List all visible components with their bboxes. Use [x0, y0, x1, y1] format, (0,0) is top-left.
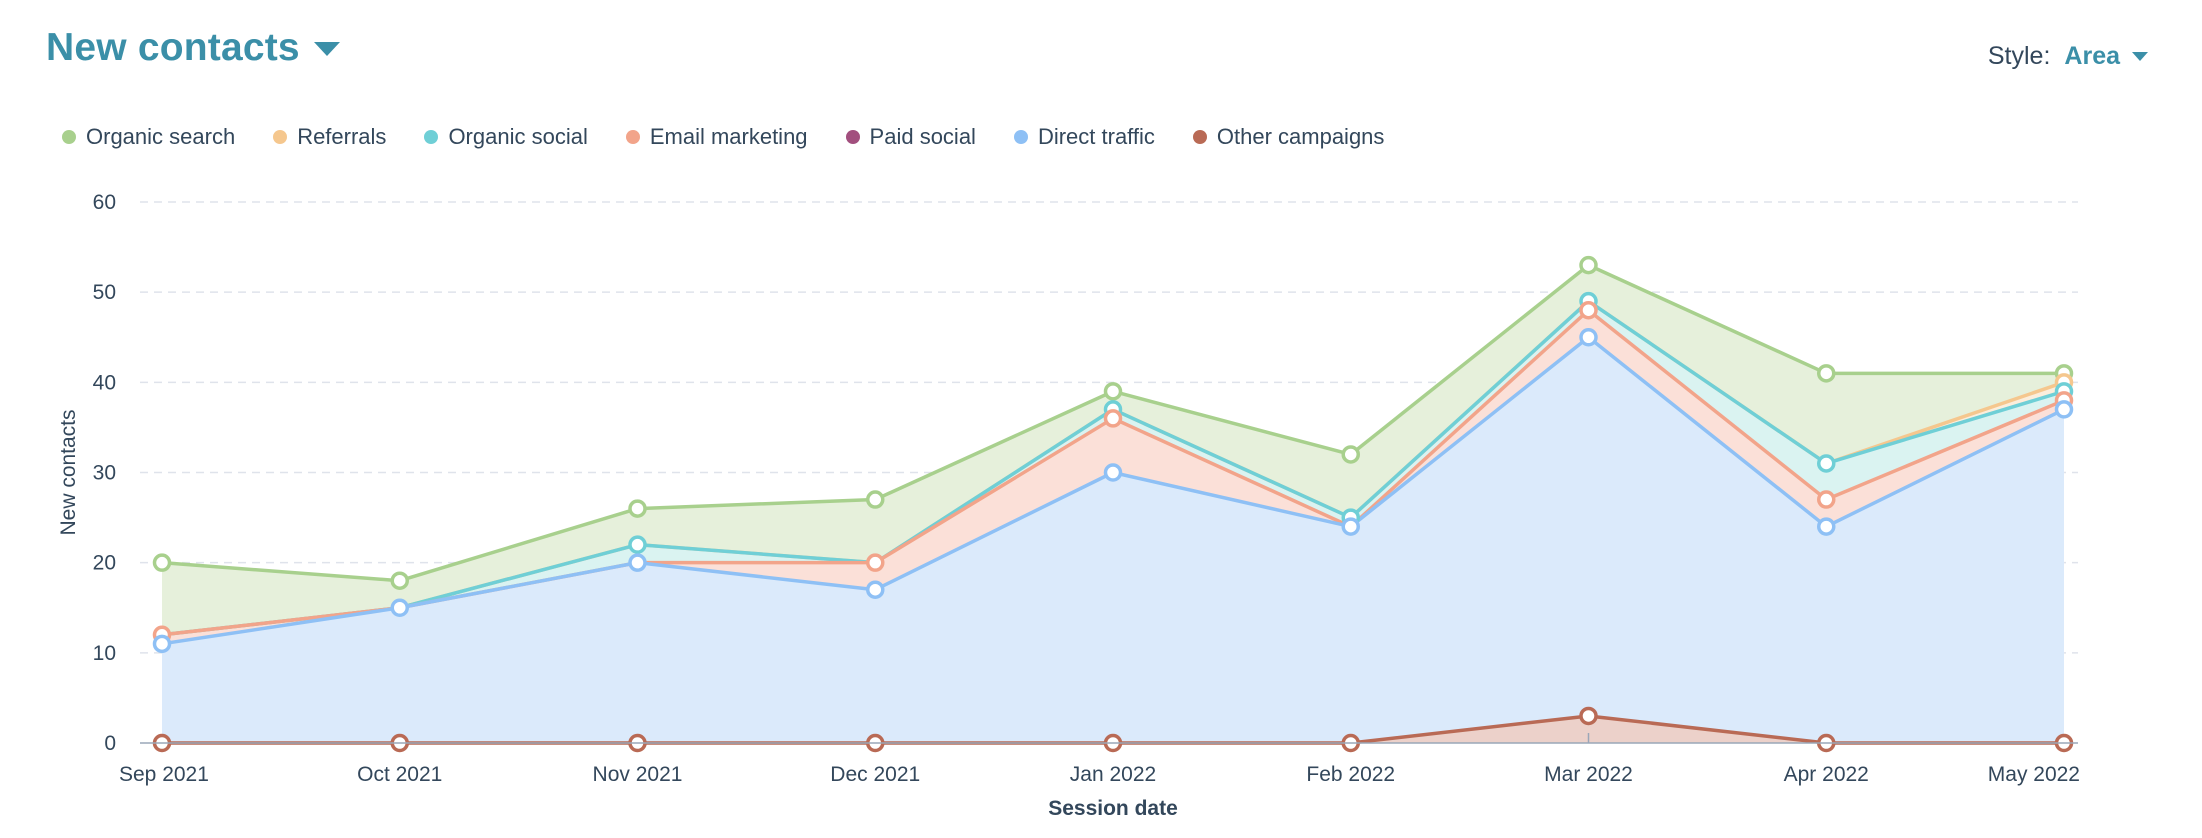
legend-item-direct-traffic[interactable]: Direct traffic — [1013, 124, 1155, 150]
data-point — [1817, 517, 1836, 536]
chart-legend: Organic search Referrals Organic social … — [62, 124, 1422, 150]
legend-label: Other campaigns — [1216, 124, 1385, 149]
data-point — [1341, 445, 1360, 464]
chevron-down-icon — [2132, 52, 2148, 61]
x-tick-label: Apr 2022 — [1784, 763, 1869, 786]
legend-dot-icon — [62, 130, 76, 144]
data-point — [866, 553, 885, 572]
legend-item-other-campaigns[interactable]: Other campaigns — [1192, 124, 1385, 150]
data-point — [2054, 400, 2074, 419]
style-selector: Style: Area — [1988, 42, 2148, 71]
data-point — [1103, 463, 1123, 482]
data-point — [1579, 328, 1598, 347]
area-band — [162, 337, 2064, 743]
y-tick-label: 10 — [93, 642, 116, 665]
y-tick-label: 0 — [104, 732, 116, 755]
y-tick-label: 20 — [93, 552, 116, 575]
x-tick-label: May 2022 — [1988, 763, 2080, 786]
x-tick-label: Nov 2021 — [593, 763, 683, 786]
y-axis-title: New contacts — [57, 409, 80, 535]
page-title: New contacts — [46, 26, 300, 69]
data-point — [1817, 454, 1836, 473]
data-point — [152, 634, 172, 654]
data-point — [1817, 364, 1836, 383]
legend-dot-icon — [273, 130, 288, 144]
y-tick-label: 40 — [93, 371, 116, 394]
legend-label: Referrals — [297, 124, 387, 149]
legend-item-email-marketing[interactable]: Email marketing — [625, 124, 808, 150]
y-axis: 0 10 20 30 40 50 60 — [93, 191, 2078, 755]
x-tick-label: Dec 2021 — [830, 763, 920, 786]
legend-item-organic-social[interactable]: Organic social — [424, 124, 588, 150]
data-point — [1103, 409, 1123, 428]
x-axis: Sep 2021 Oct 2021 Nov 2021 Dec 2021 Jan 2022… — [119, 733, 2080, 786]
x-tick-label: Oct 2021 — [357, 763, 442, 786]
style-label: Style: — [1987, 42, 2051, 70]
data-point — [1579, 300, 1598, 320]
y-tick-label: 60 — [93, 191, 116, 214]
legend-label: Email marketing — [649, 124, 808, 149]
data-point — [628, 535, 647, 554]
legend-dot-icon — [1013, 130, 1028, 144]
legend-label: Paid social — [869, 124, 976, 149]
data-point — [152, 553, 172, 572]
data-point — [628, 553, 647, 572]
style-value: Area — [2064, 42, 2120, 70]
legend-label: Organic social — [448, 124, 588, 149]
y-tick-label: 30 — [93, 462, 116, 485]
legend-label: Organic search — [86, 124, 236, 149]
x-tick-label: Feb 2022 — [1306, 763, 1395, 786]
legend-dot-icon — [1192, 130, 1207, 144]
data-point — [390, 598, 409, 617]
chart-title-dropdown[interactable]: New contacts — [46, 26, 340, 70]
data-point — [1579, 706, 1598, 726]
legend-item-referrals[interactable]: Referrals — [273, 124, 386, 150]
legend-dot-icon — [625, 130, 640, 144]
data-point — [390, 571, 409, 590]
data-point — [1341, 517, 1360, 536]
chart-areas — [162, 265, 2064, 743]
x-axis-title: Session date — [1048, 797, 1178, 820]
legend-item-organic-search[interactable]: Organic search — [62, 124, 235, 150]
y-tick-label: 50 — [93, 281, 116, 304]
data-point — [866, 580, 885, 599]
legend-item-paid-social[interactable]: Paid social — [845, 124, 976, 150]
data-point — [1103, 382, 1123, 401]
x-tick-label: Mar 2022 — [1544, 763, 1633, 786]
x-tick-label: Jan 2022 — [1070, 763, 1156, 786]
legend-dot-icon — [424, 130, 439, 144]
legend-label: Direct traffic — [1037, 124, 1155, 149]
chevron-down-icon — [313, 42, 340, 56]
data-point — [628, 499, 647, 518]
chart-points — [152, 255, 2074, 753]
x-tick-label: Sep 2021 — [119, 763, 209, 786]
legend-dot-icon — [845, 130, 860, 144]
data-point — [866, 490, 885, 509]
data-point — [1579, 255, 1598, 275]
data-point — [1817, 490, 1836, 509]
style-dropdown[interactable]: Area — [2064, 42, 2148, 71]
